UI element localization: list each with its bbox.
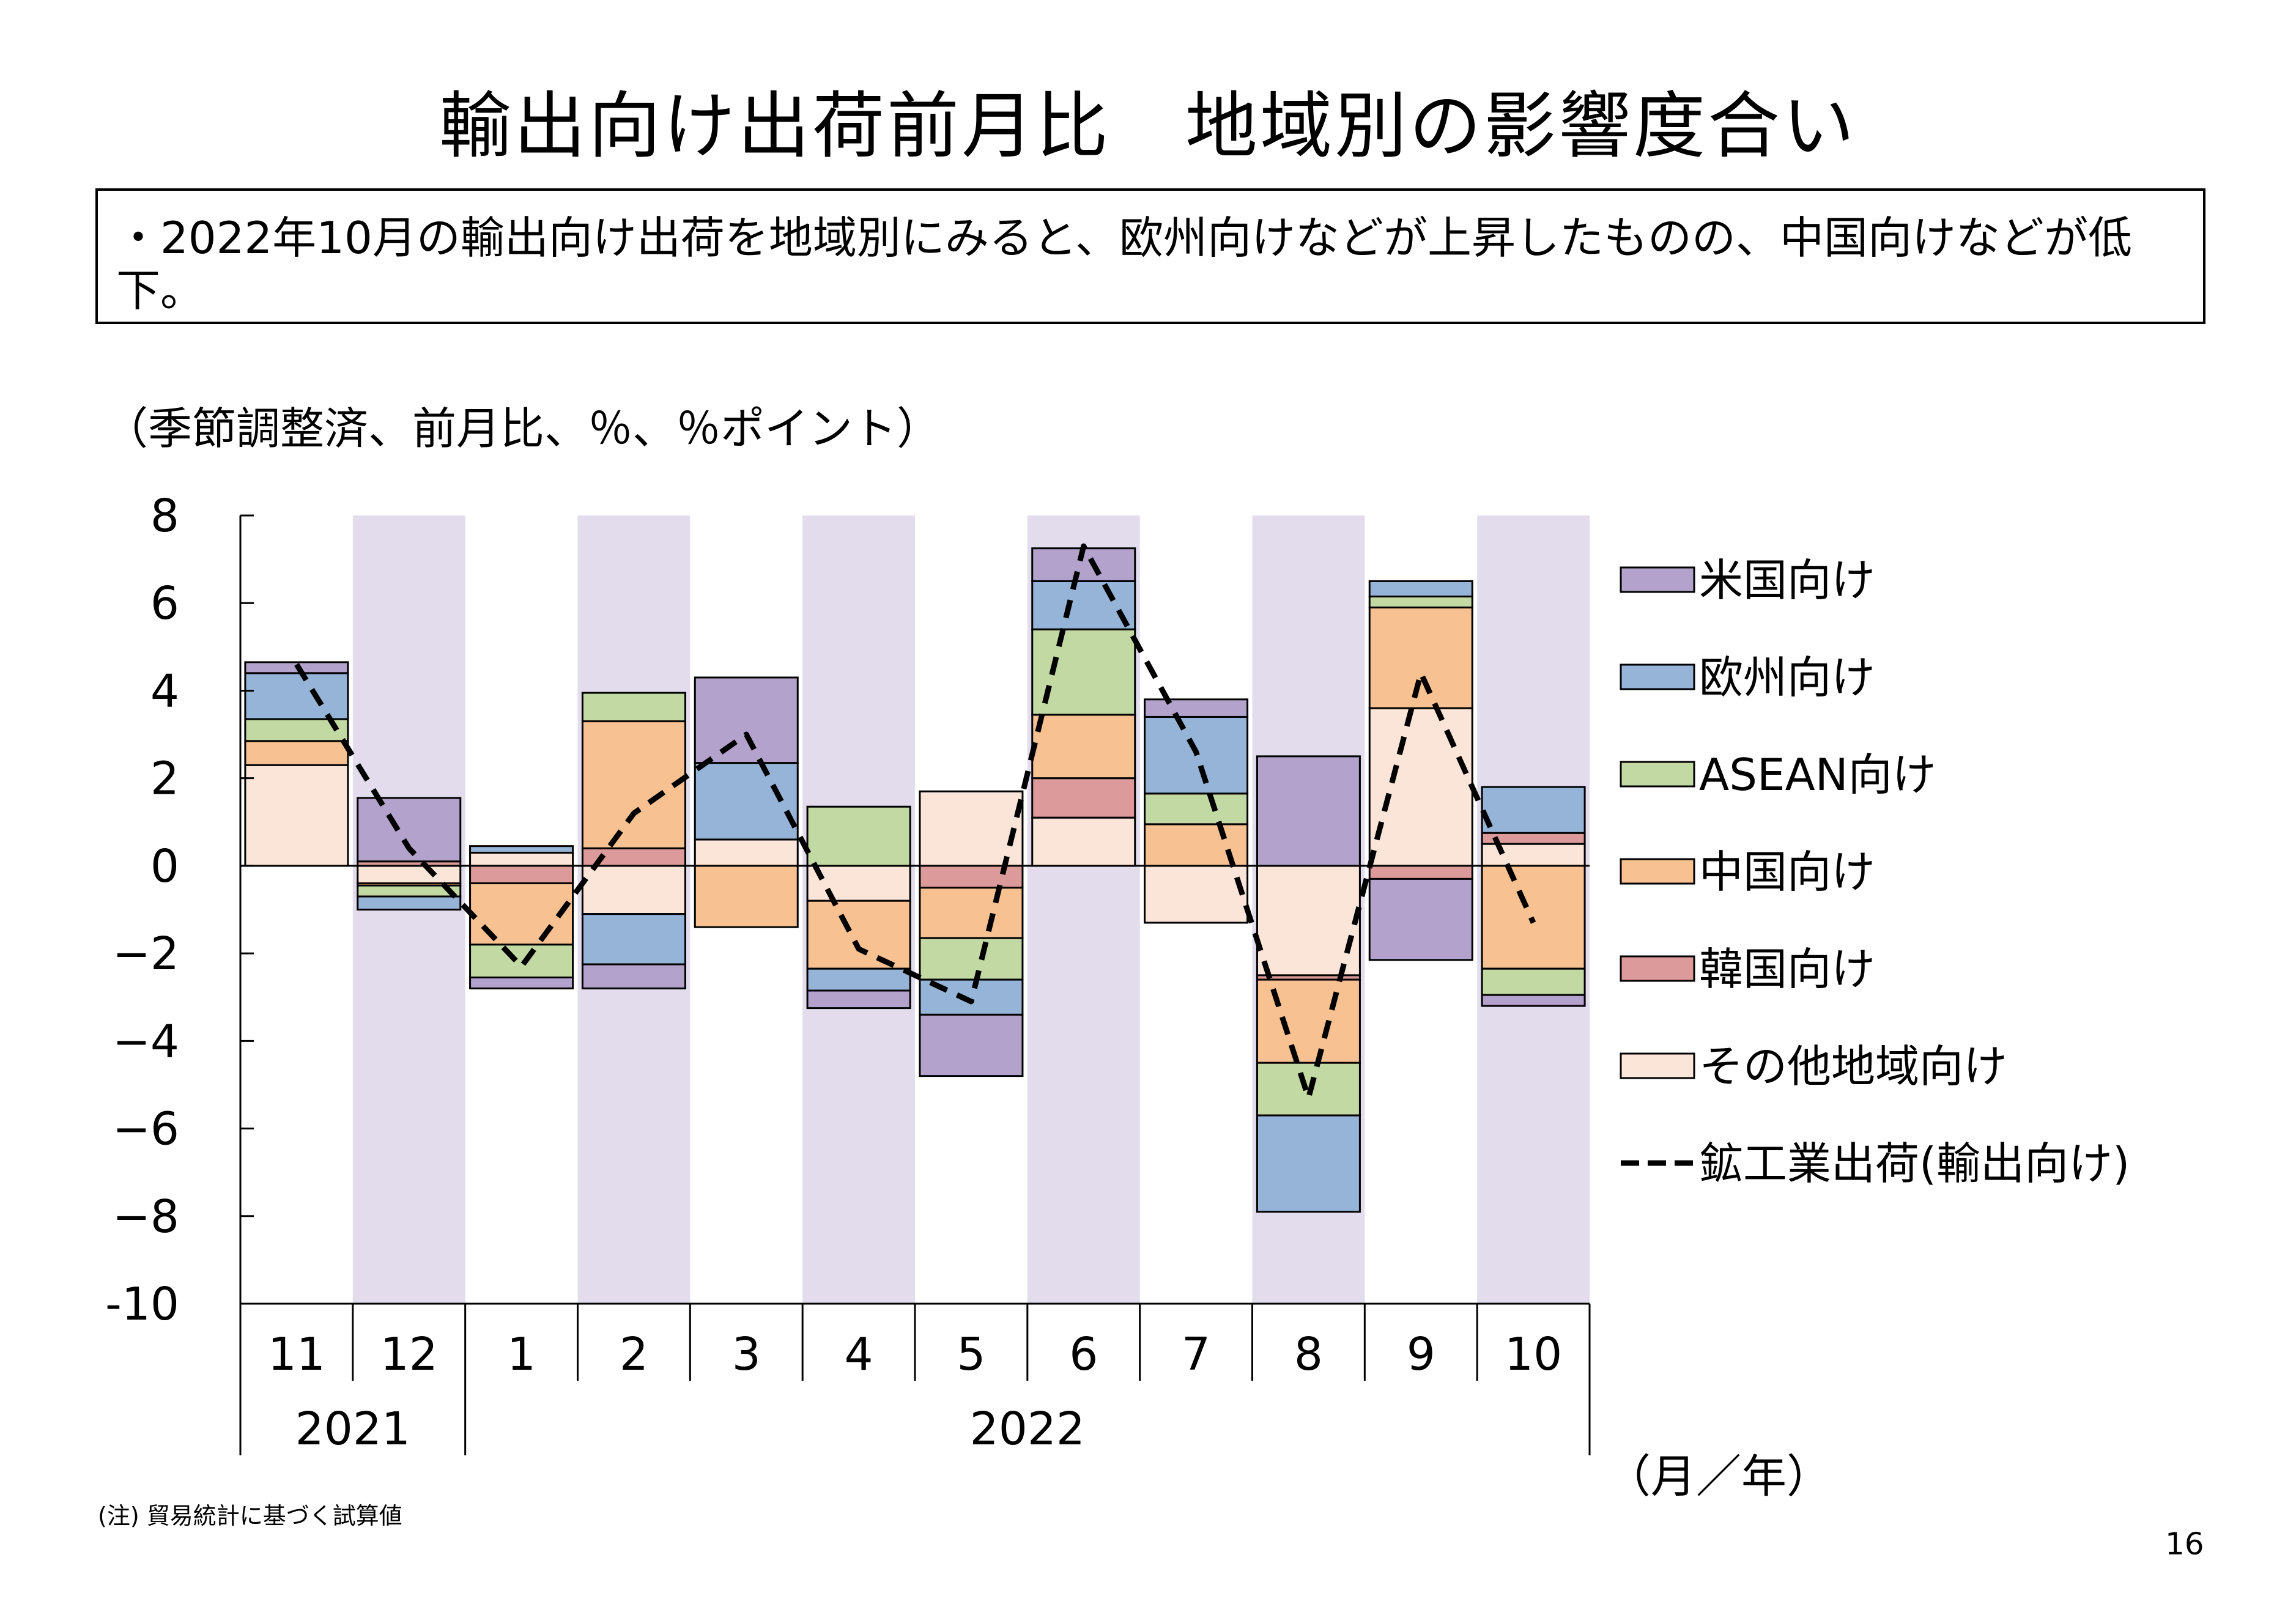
x-tick-label: 1 [507, 1328, 536, 1381]
bar-segment-other [469, 851, 574, 867]
legend-swatch-eu [1620, 663, 1695, 690]
bar-segment-asean [1368, 595, 1473, 608]
bar-segment-other [357, 865, 462, 885]
bar-segment-china [244, 740, 349, 766]
legend-label-china: 中国向け [1699, 846, 1875, 898]
page-number: 16 [2165, 1526, 2204, 1562]
x-year-label: 2022 [970, 1403, 1085, 1455]
bar-segment-asean [806, 805, 911, 867]
legend-swatch-other [1620, 1052, 1695, 1079]
bar-segment-other [694, 838, 799, 867]
bar-segment-us [1481, 994, 1586, 1007]
bar-segment-china [1481, 865, 1586, 970]
bar-segment-china [694, 865, 799, 928]
bar-segment-eu [469, 845, 574, 854]
legend-swatch-asean [1620, 761, 1695, 788]
summary-box: ・2022年10月の輸出向け出荷を地域別にみると、欧州向けなどが上昇したものの、… [95, 188, 2205, 324]
x-tick-label: 9 [1407, 1328, 1435, 1381]
bar-segment-asean [919, 937, 1024, 981]
x-tick-label: 10 [1505, 1328, 1562, 1381]
y-tick-label: 6 [150, 577, 179, 630]
bar-segment-eu [806, 967, 911, 992]
bar-segment-us [1368, 877, 1473, 961]
bar-segment-us [1256, 755, 1361, 867]
bar-segment-us [919, 1013, 1024, 1077]
bar-segment-eu [1256, 1114, 1361, 1213]
bar-segment-china [919, 887, 1024, 939]
bar-segment-us [806, 989, 911, 1010]
bar-segment-korea [1368, 865, 1473, 880]
bar-segment-us [694, 676, 799, 764]
footnote: (注) 貿易統計に基づく試算値 [98, 1502, 402, 1529]
page-title: 輸出向け出荷前月比 地域別の影響度合い [439, 84, 1857, 168]
bar-segment-eu [1031, 580, 1136, 630]
legend-label-line: 鉱工業出荷(輸出向け) [1699, 1138, 2130, 1189]
unit-label: （季節調整済、前月比、％、％ポイント） [104, 403, 941, 454]
bar-segment-korea [1031, 777, 1136, 819]
y-tick-label: 8 [150, 490, 179, 542]
y-tick-label: −6 [113, 1103, 179, 1156]
x-tick-label: 4 [845, 1328, 873, 1381]
legend-label-us: 米国向け [1699, 555, 1875, 606]
x-axis-label: （月／年） [1605, 1450, 1832, 1503]
x-tick-label: 7 [1182, 1328, 1210, 1381]
bar-segment-china [806, 900, 911, 970]
bar-segment-eu [357, 895, 462, 911]
legend-swatch-korea [1620, 955, 1695, 982]
legend-label-asean: ASEAN向け [1699, 749, 1936, 800]
bar-segment-eu [694, 762, 799, 841]
legend-swatch-china [1620, 858, 1695, 885]
x-tick-label: 8 [1294, 1328, 1323, 1381]
legend-label-other: その他地域向け [1699, 1041, 2007, 1092]
x-tick-label: 12 [380, 1328, 438, 1381]
bar-segment-korea [919, 865, 1024, 889]
bar-segment-other [1144, 865, 1249, 924]
line-series-exports [294, 543, 1536, 1101]
bar-segment-other [806, 865, 911, 902]
bar-segment-other [244, 764, 349, 867]
bar-segment-eu [1481, 786, 1586, 834]
bar-segment-us [1144, 698, 1249, 718]
bar-segment-other [581, 865, 686, 915]
y-tick-label: 4 [150, 665, 179, 717]
bar-segment-other [919, 790, 1024, 867]
y-tick-label: −8 [113, 1191, 179, 1243]
x-year-label: 2021 [295, 1403, 410, 1455]
bar-segment-asean [1031, 628, 1136, 716]
x-tick-label: 3 [732, 1328, 761, 1381]
x-tick-label: 5 [957, 1328, 985, 1381]
bar-segment-other [1256, 865, 1361, 977]
y-tick-label: −4 [113, 1015, 179, 1068]
bar-segment-eu [244, 672, 349, 720]
bar-segment-asean [469, 944, 574, 978]
bar-segment-other [1368, 707, 1473, 867]
bar-segment-asean [1481, 967, 1586, 996]
y-tick-label: -10 [105, 1278, 179, 1331]
bar-segment-asean [581, 692, 686, 723]
bar-segment-china [581, 720, 686, 849]
legend-swatch-us [1620, 566, 1695, 593]
x-tick-label: 6 [1069, 1328, 1098, 1381]
y-tick-label: −2 [113, 928, 179, 980]
bar-segment-china [1031, 714, 1136, 780]
bar-segment-eu [581, 913, 686, 966]
bar-segment-eu [1368, 580, 1473, 597]
bar-segment-china [1368, 606, 1473, 709]
bar-segment-korea [469, 865, 574, 885]
bar-segment-us [581, 963, 686, 989]
summary-text: ・2022年10月の輸出向け出荷を地域別にみると、欧州向けなどが上昇したものの、… [116, 212, 2132, 316]
bar-segment-us [469, 976, 574, 989]
x-tick-label: 11 [268, 1328, 325, 1381]
bar-segment-other [1031, 816, 1136, 867]
bar-segment-asean [1144, 792, 1249, 826]
y-tick-label: 0 [150, 840, 179, 893]
legend-label-eu: 欧州向け [1699, 652, 1875, 703]
y-tick-label: 2 [150, 753, 179, 805]
legend-label-korea: 韓国向け [1699, 944, 1875, 995]
x-tick-label: 2 [620, 1328, 648, 1381]
